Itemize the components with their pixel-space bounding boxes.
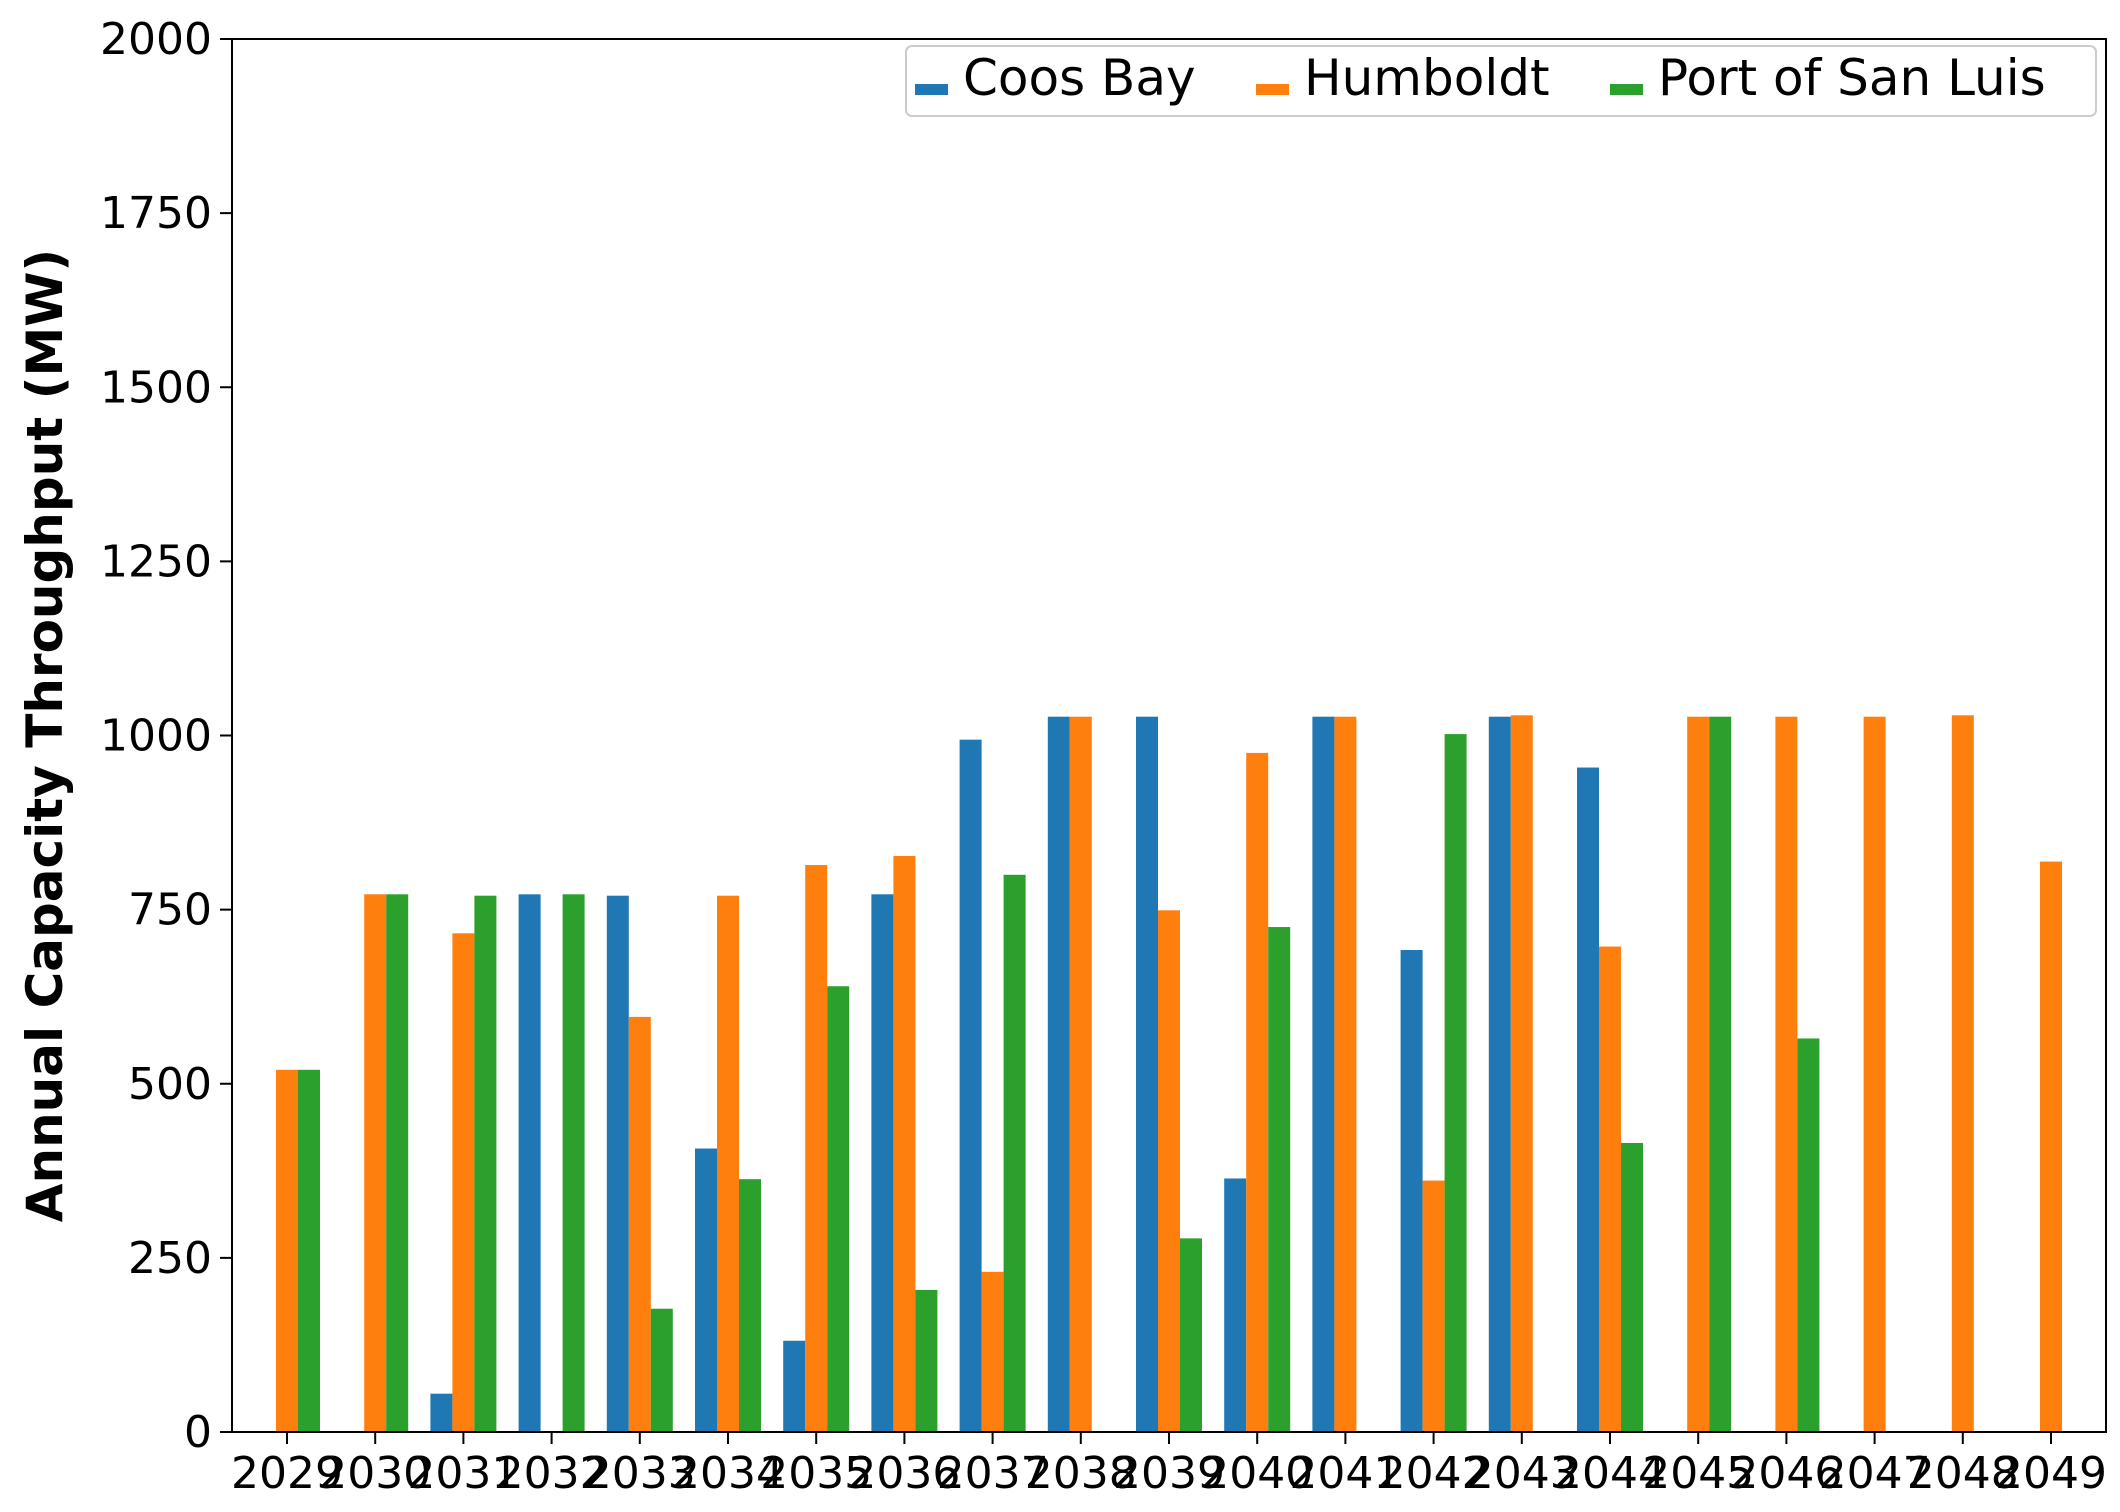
bar-humboldt-2039 <box>1158 910 1180 1432</box>
bar-humboldt-2049 <box>2040 861 2062 1432</box>
x-tick-label: 2041 <box>1289 1448 1401 1499</box>
legend-label: Coos Bay <box>963 49 1196 107</box>
x-tick-label: 2042 <box>1378 1448 1490 1499</box>
bar-humboldt-2041 <box>1334 716 1357 1432</box>
bar-port-of-san-luis-2037 <box>1003 874 1026 1432</box>
x-axis-ticks: 2029203020312032203320342035203620372038… <box>231 1432 2107 1499</box>
x-tick-label: 2035 <box>760 1448 872 1499</box>
bar-humboldt-2046 <box>1775 716 1798 1432</box>
y-tick-label: 1250 <box>100 536 212 587</box>
bar-port-of-san-luis-2045 <box>1709 716 1732 1432</box>
legend-swatch-coos-bay <box>915 84 948 95</box>
y-axis-label: Annual Capacity Throughput (MW) <box>16 249 74 1222</box>
x-tick-label: 2032 <box>496 1448 608 1499</box>
bar-port-of-san-luis-2031 <box>474 895 497 1432</box>
bar-humboldt-2030 <box>364 894 387 1432</box>
bar-coos-bay-2044 <box>1577 767 1599 1432</box>
bar-coos-bay-2041 <box>1312 716 1335 1432</box>
bar-coos-bay-2034 <box>695 1148 717 1432</box>
y-tick-label: 2000 <box>100 14 212 65</box>
x-tick-label: 2031 <box>407 1448 519 1499</box>
bar-port-of-san-luis-2029 <box>298 1069 320 1432</box>
bar-port-of-san-luis-2044 <box>1621 1142 1643 1432</box>
y-tick-label: 500 <box>128 1059 212 1110</box>
bar-humboldt-2029 <box>276 1069 298 1432</box>
bar-port-of-san-luis-2035 <box>827 986 850 1432</box>
y-tick-label: 1750 <box>100 188 212 239</box>
y-tick-label: 1000 <box>100 711 212 762</box>
bar-coos-bay-2042 <box>1400 950 1423 1432</box>
bar-humboldt-2035 <box>805 865 828 1432</box>
bar-humboldt-2043 <box>1510 715 1533 1432</box>
bar-port-of-san-luis-2039 <box>1180 1238 1202 1432</box>
legend-swatch-port-of-san-luis <box>1610 84 1643 95</box>
bar-coos-bay-2033 <box>606 895 629 1432</box>
x-tick-label: 2033 <box>584 1448 696 1499</box>
legend: Coos Bay Humboldt Port of San Luis <box>905 45 2097 117</box>
y-tick-label: 750 <box>128 885 212 936</box>
bar-port-of-san-luis-2046 <box>1797 1038 1820 1432</box>
bar-port-of-san-luis-2032 <box>562 894 585 1432</box>
y-tick-label: 250 <box>128 1233 212 1284</box>
x-tick-label: 2030 <box>319 1448 431 1499</box>
x-tick-label: 2043 <box>1466 1448 1578 1499</box>
bar-coos-bay-2036 <box>871 894 894 1432</box>
bar-coos-bay-2043 <box>1488 716 1511 1432</box>
x-tick-label: 2039 <box>1113 1448 1225 1499</box>
bar-humboldt-2042 <box>1422 1180 1445 1432</box>
x-tick-label: 2049 <box>1995 1448 2107 1499</box>
bar-humboldt-2038 <box>1069 716 1092 1432</box>
bar-humboldt-2036 <box>893 855 916 1432</box>
bar-coos-bay-2037 <box>959 739 982 1432</box>
y-tick-label: 0 <box>184 1407 212 1458</box>
bar-coos-bay-2038 <box>1047 716 1070 1432</box>
bars-group <box>276 715 2062 1432</box>
bar-port-of-san-luis-2033 <box>650 1308 673 1432</box>
x-tick-label: 2044 <box>1554 1448 1666 1499</box>
bar-coos-bay-2040 <box>1224 1178 1247 1432</box>
bar-port-of-san-luis-2040 <box>1268 927 1291 1432</box>
bar-coos-bay-2032 <box>518 894 541 1432</box>
bar-humboldt-2044 <box>1599 946 1621 1432</box>
x-tick-label: 2045 <box>1642 1448 1754 1499</box>
bar-humboldt-2031 <box>452 933 475 1432</box>
bar-coos-bay-2039 <box>1136 716 1158 1432</box>
bar-humboldt-2048 <box>1951 715 1974 1432</box>
x-tick-label: 2047 <box>1819 1448 1931 1499</box>
x-tick-label: 2038 <box>1025 1448 1137 1499</box>
bar-port-of-san-luis-2034 <box>739 1179 761 1432</box>
bar-humboldt-2047 <box>1863 716 1886 1432</box>
bar-humboldt-2037 <box>981 1271 1004 1432</box>
x-tick-label: 2036 <box>848 1448 960 1499</box>
x-tick-label: 2034 <box>672 1448 784 1499</box>
bar-humboldt-2045 <box>1687 716 1710 1432</box>
x-tick-label: 2037 <box>937 1448 1049 1499</box>
x-tick-label: 2048 <box>1907 1448 2019 1499</box>
bar-humboldt-2040 <box>1246 752 1269 1432</box>
bar-coos-bay-2031 <box>430 1393 453 1432</box>
legend-label: Port of San Luis <box>1658 49 2046 107</box>
legend-box <box>905 45 2097 117</box>
bar-port-of-san-luis-2030 <box>386 894 409 1432</box>
bar-humboldt-2034 <box>717 895 739 1432</box>
bar-coos-bay-2035 <box>783 1340 806 1432</box>
y-tick-label: 1500 <box>100 362 212 413</box>
bar-port-of-san-luis-2036 <box>915 1289 938 1432</box>
y-axis-ticks: 0 250 500 750 1000 1250 1500 1750 2000 <box>100 14 232 1458</box>
x-tick-label: 2040 <box>1201 1448 1313 1499</box>
x-tick-label: 2046 <box>1730 1448 1842 1499</box>
legend-label: Humboldt <box>1304 49 1550 107</box>
legend-swatch-humboldt <box>1256 84 1289 95</box>
bar-port-of-san-luis-2042 <box>1444 734 1467 1432</box>
x-tick-label: 2029 <box>231 1448 343 1499</box>
bar-humboldt-2033 <box>628 1016 651 1432</box>
